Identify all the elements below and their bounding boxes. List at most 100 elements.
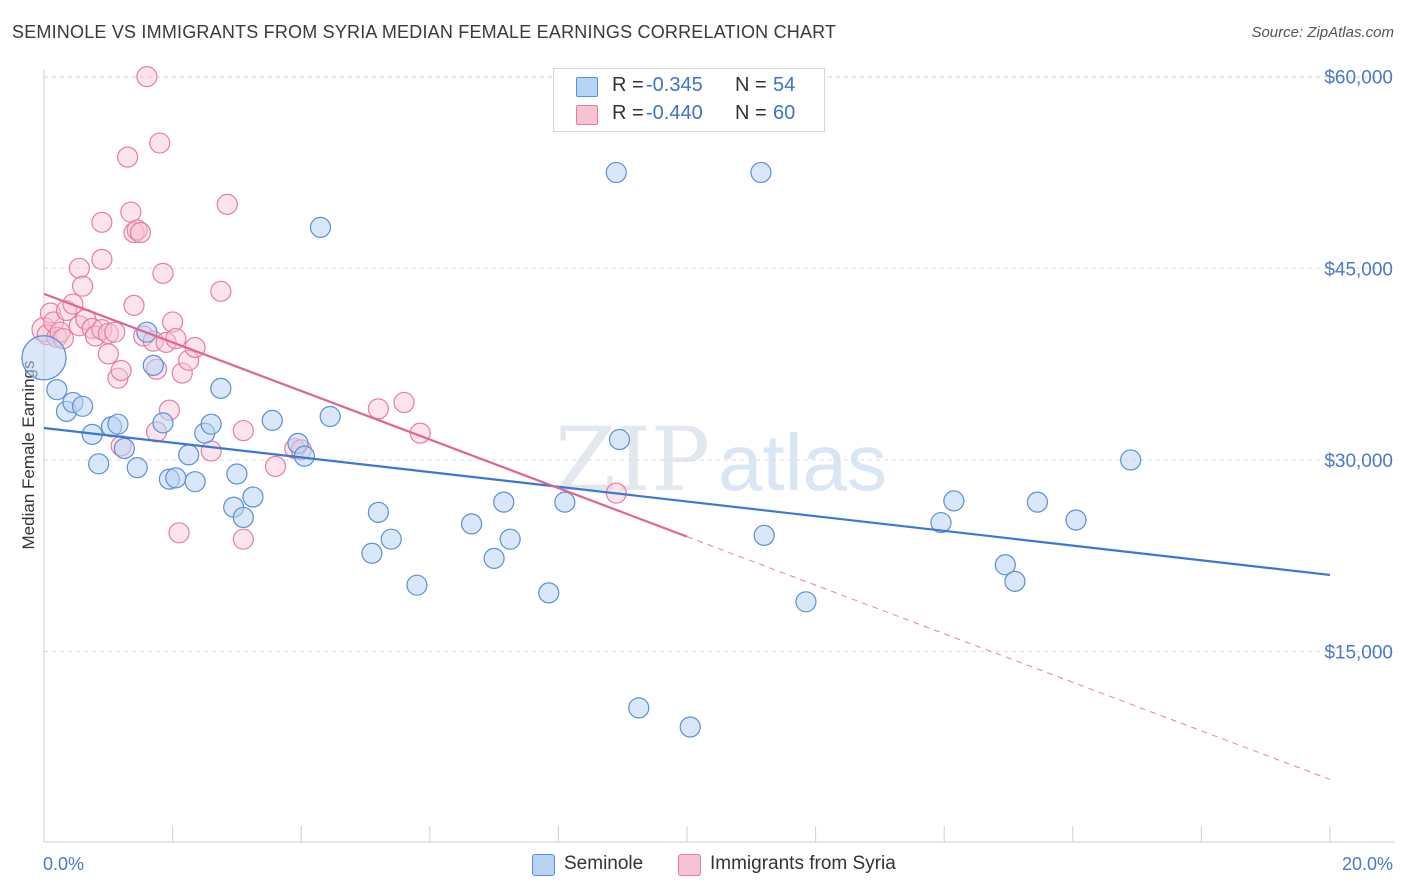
seminole-point	[261, 409, 283, 431]
syria-point	[232, 528, 254, 550]
seminole-point	[152, 412, 174, 434]
syria-point	[264, 455, 287, 477]
syria-point	[165, 327, 187, 350]
seminole-point	[679, 716, 701, 738]
syria-point	[71, 275, 94, 297]
n-value: 60	[773, 102, 796, 124]
seminole-point	[232, 506, 254, 529]
syria-point	[116, 146, 139, 168]
seminole-point	[608, 428, 631, 451]
legend-label-seminole: Seminole	[564, 853, 644, 874]
r-label: R =	[612, 102, 644, 124]
axes	[43, 70, 1395, 843]
syria-point	[91, 319, 113, 341]
syria-point	[68, 315, 90, 337]
stats-legend-syria: R = -0.440 N = 60	[554, 100, 824, 128]
syria-point	[104, 321, 126, 343]
syria-point	[152, 262, 174, 285]
seminole-point	[200, 413, 222, 435]
seminole-point	[605, 161, 627, 184]
syria-point	[178, 349, 200, 371]
seminole-point	[1004, 570, 1026, 592]
r-value: -0.440	[646, 102, 703, 124]
syria-point	[120, 201, 142, 223]
seminole-point	[242, 486, 264, 508]
seminole-point	[126, 457, 148, 479]
syria-point	[126, 219, 148, 241]
seminole-point	[319, 405, 341, 428]
seminole-point	[750, 161, 772, 184]
x-tick-label: 20.0%	[1342, 854, 1393, 874]
seminole-point	[113, 437, 135, 460]
seminole-point	[554, 491, 576, 513]
syria-point	[68, 257, 90, 279]
seminole-point	[460, 513, 483, 535]
seminole-point	[1120, 449, 1142, 471]
y-tick-labels: $15,000 $30,000 $45,000 $60,000	[1324, 68, 1393, 664]
syria-point	[55, 299, 78, 322]
seminole-point	[753, 524, 775, 546]
seminole-point	[628, 697, 650, 719]
seminole-point	[107, 413, 129, 435]
series-syria-points	[31, 66, 627, 550]
syria-point	[149, 132, 171, 154]
seminole-point	[210, 377, 232, 400]
y-tick-label: $60,000	[1324, 68, 1393, 89]
syria-point	[367, 398, 389, 420]
syria-point	[171, 362, 193, 384]
x-tick-labels: 0.0% 20.0%	[43, 854, 1393, 874]
syria-point	[97, 343, 119, 365]
stats-legend-seminole: R = -0.345 N = 54	[554, 72, 824, 100]
x-tick-label: 0.0%	[43, 854, 84, 874]
seminole-point	[165, 467, 187, 489]
seminole-point	[178, 444, 200, 466]
series-seminole-points	[21, 161, 1142, 738]
y-tick-label: $45,000	[1324, 259, 1393, 280]
seminole-point	[88, 453, 110, 475]
syria-point	[91, 211, 113, 233]
syria-trend-extension	[686, 536, 1331, 780]
syria-swatch	[678, 854, 701, 876]
seminole-point	[361, 542, 383, 564]
syria-trend-line	[43, 292, 688, 538]
seminole-point	[71, 395, 94, 417]
seminole-point	[380, 528, 402, 550]
y-axis-label: Median Female Earnings	[19, 361, 38, 550]
chart-title: SEMINOLE VS IMMIGRANTS FROM SYRIA MEDIAN…	[12, 22, 837, 42]
seminole-point	[493, 491, 515, 513]
seminole-point	[309, 216, 332, 239]
seminole-point	[367, 501, 389, 523]
seminole-point	[795, 591, 817, 613]
r-value: -0.345	[646, 74, 703, 96]
seminole-point	[943, 490, 965, 512]
syria-point	[216, 193, 238, 215]
syria-point	[129, 221, 152, 244]
seminole-point	[21, 335, 67, 381]
series-legend: Seminole Immigrants from Syria	[0, 852, 1406, 880]
syria-point	[123, 221, 145, 244]
y-tick-label: $15,000	[1324, 643, 1393, 664]
syria-point	[393, 391, 415, 414]
seminole-point	[994, 554, 1016, 576]
stats-legend: R = -0.345 N = 54 R = -0.440 N = 60	[553, 68, 825, 132]
grid-lines	[44, 76, 1395, 653]
seminole-point	[184, 471, 206, 493]
n-label: N =	[735, 102, 767, 124]
syria-point	[210, 280, 232, 302]
syria-point	[91, 248, 113, 270]
r-label: R =	[612, 74, 644, 96]
seminole-point	[142, 354, 164, 377]
seminole-point	[538, 582, 560, 604]
seminole-point	[406, 574, 428, 596]
syria-point	[168, 522, 190, 544]
y-tick-label: $30,000	[1324, 451, 1393, 472]
syria-point	[232, 419, 254, 442]
n-value: 54	[773, 74, 796, 96]
seminole-swatch	[532, 854, 555, 876]
syria-point	[162, 311, 184, 333]
syria-point	[123, 294, 145, 316]
seminole-point	[226, 463, 248, 485]
seminole-point	[46, 379, 68, 401]
syria-point	[110, 359, 132, 382]
